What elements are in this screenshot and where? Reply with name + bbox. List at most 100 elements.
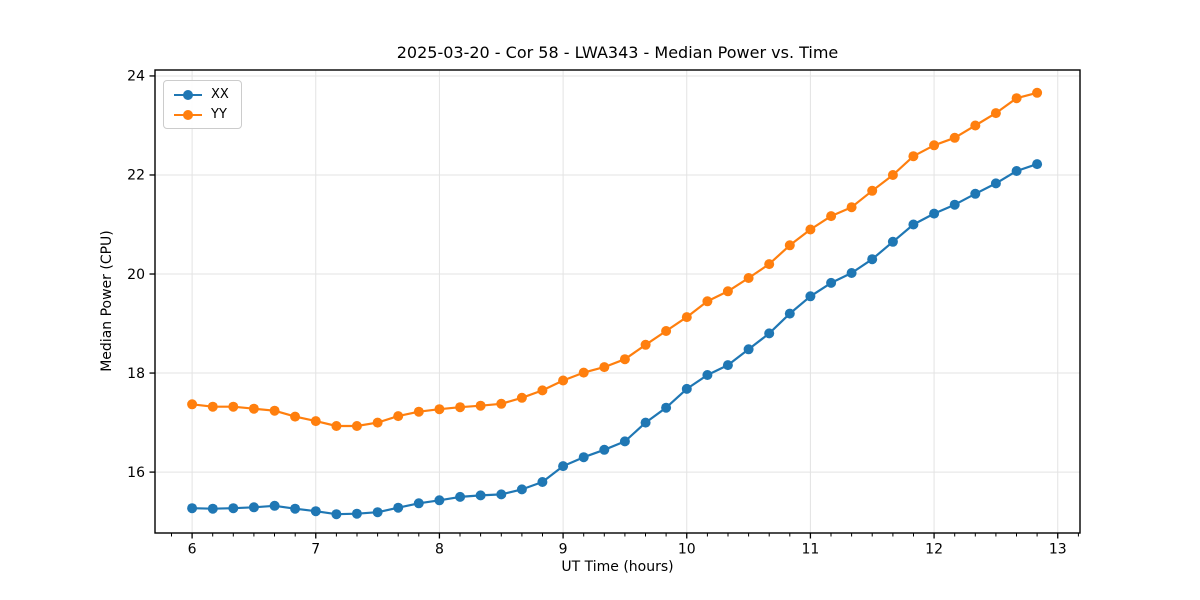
- data-point-XX: [207, 503, 218, 514]
- series-line-XX: [191, 163, 1039, 516]
- y-axis-label: Median Power (CPU): [99, 230, 115, 372]
- data-point-YY: [826, 211, 837, 222]
- y-tick-label: 22: [127, 168, 145, 184]
- data-point-XX: [269, 500, 280, 511]
- legend-marker-icon: [174, 109, 202, 120]
- data-point-YY: [331, 421, 342, 431]
- data-point-YY: [990, 108, 1001, 119]
- data-point-YY: [351, 421, 362, 431]
- data-point-XX: [661, 402, 672, 413]
- plot-border: [154, 69, 1081, 534]
- data-point-YY: [970, 120, 981, 131]
- data-point-YY: [784, 240, 795, 251]
- data-point-XX: [434, 495, 445, 506]
- data-point-YY: [846, 202, 857, 213]
- data-point-XX: [887, 236, 898, 247]
- data-point-YY: [640, 339, 651, 350]
- data-point-XX: [290, 503, 301, 514]
- data-point-XX: [537, 477, 548, 487]
- data-point-XX: [764, 328, 775, 339]
- data-point-XX: [640, 417, 651, 428]
- data-point-YY: [1011, 93, 1022, 104]
- series-line-YY: [191, 91, 1039, 428]
- data-point-XX: [578, 452, 589, 463]
- data-point-XX: [310, 506, 321, 517]
- data-point-YY: [248, 403, 259, 414]
- y-tick-label: 18: [127, 366, 145, 382]
- data-point-XX: [846, 268, 857, 278]
- data-point-YY: [496, 398, 507, 409]
- data-point-XX: [681, 383, 692, 394]
- y-tick-label: 16: [127, 465, 145, 481]
- data-point-XX: [413, 498, 424, 509]
- data-point-XX: [867, 254, 878, 265]
- data-point-YY: [619, 354, 630, 365]
- data-point-XX: [949, 199, 960, 210]
- x-tick-label: 8: [435, 542, 444, 558]
- data-point-XX: [393, 502, 404, 513]
- legend-item-YY: YY: [174, 108, 229, 121]
- data-point-YY: [269, 405, 280, 416]
- data-point-YY: [887, 170, 898, 180]
- legend-marker-icon: [174, 89, 202, 100]
- data-point-YY: [743, 273, 754, 283]
- x-tick-label: 11: [802, 542, 820, 558]
- data-point-YY: [681, 312, 692, 323]
- data-point-YY: [558, 375, 569, 386]
- data-point-YY: [578, 367, 589, 378]
- data-point-XX: [351, 508, 362, 519]
- data-point-YY: [434, 404, 445, 415]
- x-tick-label: 13: [1049, 542, 1067, 558]
- data-point-XX: [722, 360, 733, 371]
- data-point-YY: [1032, 87, 1043, 98]
- data-point-YY: [228, 401, 239, 412]
- data-point-YY: [290, 411, 301, 422]
- data-point-YY: [413, 406, 424, 417]
- y-tick-label: 24: [127, 69, 145, 85]
- data-point-XX: [1011, 166, 1022, 176]
- data-point-YY: [187, 399, 198, 410]
- data-point-YY: [599, 362, 610, 373]
- data-point-XX: [702, 370, 713, 380]
- x-tick-label: 9: [559, 542, 568, 558]
- data-point-XX: [248, 502, 259, 513]
- y-tick-label: 20: [127, 267, 145, 283]
- data-point-YY: [908, 151, 919, 162]
- data-point-XX: [908, 219, 919, 230]
- data-point-YY: [372, 417, 383, 428]
- data-point-XX: [475, 490, 486, 501]
- x-tick-label: 6: [188, 542, 197, 558]
- data-point-XX: [331, 509, 342, 520]
- data-point-YY: [929, 140, 940, 151]
- data-point-XX: [1032, 159, 1043, 170]
- data-point-YY: [516, 392, 527, 403]
- data-point-YY: [805, 224, 816, 235]
- x-tick-label: 7: [311, 542, 320, 558]
- data-point-XX: [496, 489, 507, 500]
- data-point-YY: [764, 259, 775, 270]
- data-point-XX: [784, 308, 795, 319]
- legend-label: XX: [211, 87, 229, 102]
- x-tick-label: 12: [925, 542, 943, 558]
- data-point-XX: [743, 344, 754, 355]
- data-point-YY: [455, 402, 466, 413]
- data-point-YY: [949, 132, 960, 143]
- x-axis-label: UT Time (hours): [561, 559, 674, 575]
- data-point-XX: [970, 188, 981, 199]
- data-point-XX: [187, 503, 198, 514]
- data-point-XX: [599, 444, 610, 455]
- data-point-YY: [207, 401, 218, 412]
- legend-label: YY: [211, 107, 227, 122]
- data-point-XX: [455, 491, 466, 502]
- data-point-YY: [722, 286, 733, 297]
- data-point-XX: [826, 277, 837, 288]
- data-point-XX: [558, 461, 569, 472]
- data-point-XX: [990, 178, 1001, 189]
- data-point-XX: [929, 208, 940, 219]
- legend: XX YY: [163, 80, 242, 129]
- x-tick-label: 10: [678, 542, 696, 558]
- chart-title: 2025-03-20 - Cor 58 - LWA343 - Median Po…: [396, 43, 839, 62]
- data-point-YY: [393, 411, 404, 422]
- data-point-YY: [702, 296, 713, 307]
